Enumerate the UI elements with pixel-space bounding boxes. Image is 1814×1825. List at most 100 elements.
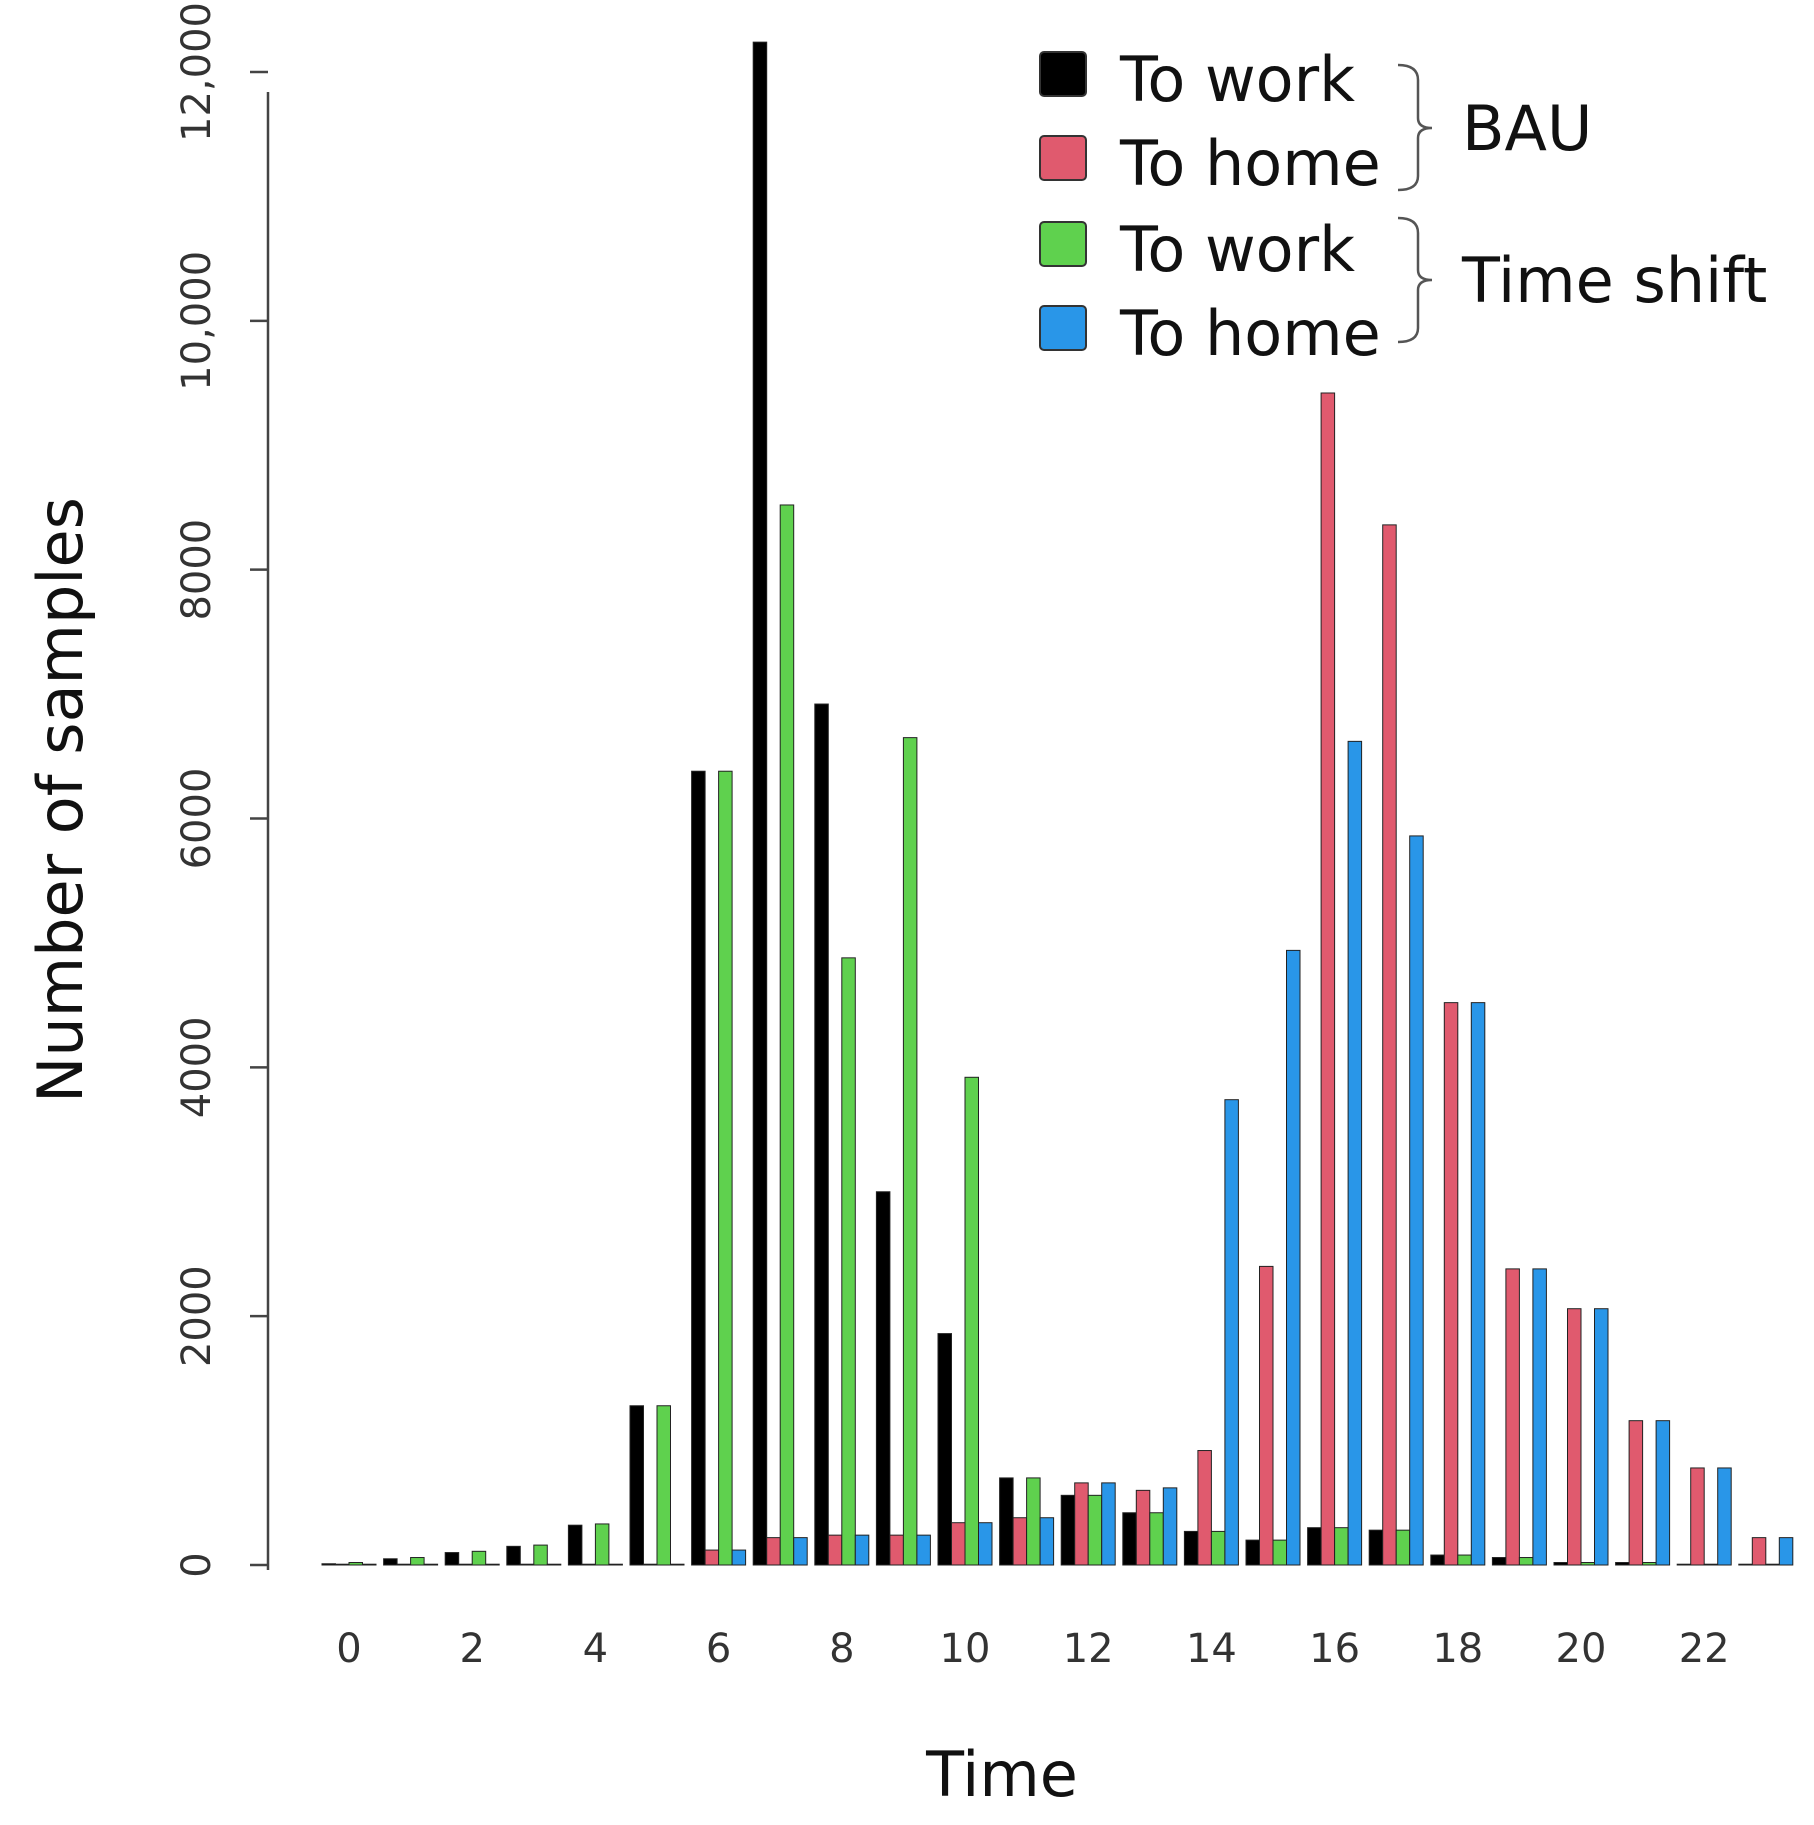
bar-bau-to-work-18 xyxy=(1430,1554,1445,1566)
x-tick-label: 14 xyxy=(1186,1626,1237,1672)
bar-timeshift-to-home-19 xyxy=(1532,1268,1547,1566)
bar-bau-to-work-5 xyxy=(629,1405,644,1566)
bar-bau-to-work-8 xyxy=(814,703,829,1566)
x-tick-label: 2 xyxy=(459,1626,484,1672)
bar-bau-to-home-3 xyxy=(519,1563,535,1566)
bar-timeshift-to-home-8 xyxy=(854,1534,870,1566)
bar-bau-to-home-8 xyxy=(827,1534,843,1566)
bar-bau-to-work-19 xyxy=(1491,1557,1507,1566)
legend-swatch-timeshift-to-work xyxy=(1039,221,1087,267)
bar-bau-to-home-14 xyxy=(1197,1450,1212,1566)
bar-bau-to-work-17 xyxy=(1368,1529,1384,1566)
x-tick-label: 0 xyxy=(336,1626,361,1672)
bar-timeshift-to-work-7 xyxy=(779,504,795,1566)
bar-bau-to-work-2 xyxy=(444,1552,460,1566)
bar-timeshift-to-work-11 xyxy=(1026,1477,1041,1566)
bar-timeshift-to-work-3 xyxy=(533,1544,548,1566)
bar-timeshift-to-home-2 xyxy=(485,1563,500,1566)
bar-bau-to-home-21 xyxy=(1628,1420,1644,1566)
bar-timeshift-to-home-3 xyxy=(546,1563,562,1566)
bar-bau-to-home-9 xyxy=(889,1534,904,1566)
legend-label-timeshift-to-work: To work xyxy=(1119,213,1355,286)
bar-bau-to-work-23 xyxy=(1738,1563,1753,1566)
bar-bau-to-work-14 xyxy=(1183,1530,1199,1566)
bar-bau-to-home-20 xyxy=(1567,1308,1582,1566)
bar-bau-to-home-18 xyxy=(1443,1002,1459,1566)
bar-timeshift-to-home-20 xyxy=(1594,1308,1609,1566)
bar-bau-to-home-23 xyxy=(1751,1537,1767,1566)
legend-swatch-bau-to-work xyxy=(1039,51,1087,97)
bar-timeshift-to-home-9 xyxy=(916,1534,931,1566)
bar-bau-to-home-12 xyxy=(1074,1482,1089,1566)
bar-timeshift-to-home-17 xyxy=(1409,835,1424,1566)
bar-timeshift-to-work-8 xyxy=(841,957,856,1566)
bar-timeshift-to-work-1 xyxy=(410,1557,425,1566)
legend-group-label-time-shift: Time shift xyxy=(1461,244,1767,317)
x-tick-label: 10 xyxy=(940,1626,991,1672)
y-tick-label: 0 xyxy=(174,1552,220,1577)
bar-timeshift-to-home-0 xyxy=(362,1563,377,1566)
bar-bau-to-work-9 xyxy=(875,1191,891,1566)
y-tick-label: 8000 xyxy=(174,519,220,621)
bar-timeshift-to-home-7 xyxy=(793,1537,808,1566)
x-tick-label: 20 xyxy=(1556,1626,1607,1672)
bar-bau-to-home-0 xyxy=(335,1563,350,1566)
bar-bau-to-work-16 xyxy=(1307,1527,1322,1566)
bar-bau-to-home-7 xyxy=(766,1537,781,1566)
bar-timeshift-to-work-17 xyxy=(1395,1529,1411,1566)
bar-timeshift-to-work-6 xyxy=(718,770,733,1566)
y-tick-label: 2000 xyxy=(174,1265,220,1367)
legend-bracket-bau xyxy=(1397,63,1433,192)
bar-timeshift-to-home-12 xyxy=(1101,1482,1116,1566)
bar-timeshift-to-home-18 xyxy=(1470,1002,1486,1566)
y-tick-label: 12,000 xyxy=(174,2,220,142)
bar-timeshift-to-home-6 xyxy=(731,1549,747,1566)
legend-swatch-timeshift-to-home xyxy=(1039,305,1087,351)
bar-bau-to-home-6 xyxy=(704,1549,720,1566)
bar-bau-to-home-5 xyxy=(643,1563,658,1566)
x-tick-label: 4 xyxy=(583,1626,608,1672)
bar-timeshift-to-work-0 xyxy=(348,1562,363,1566)
bar-timeshift-to-work-14 xyxy=(1210,1530,1226,1566)
legend-group-label-bau: BAU xyxy=(1462,92,1592,165)
bar-bau-to-work-3 xyxy=(506,1545,521,1566)
bar-bau-to-work-20 xyxy=(1553,1562,1568,1566)
bar-timeshift-to-work-20 xyxy=(1580,1562,1595,1566)
bar-timeshift-to-work-13 xyxy=(1149,1512,1164,1566)
y-tick-label: 4000 xyxy=(174,1016,220,1118)
bar-bau-to-work-11 xyxy=(999,1477,1014,1566)
bar-bau-to-home-16 xyxy=(1320,392,1336,1566)
bar-bau-to-work-21 xyxy=(1615,1562,1630,1566)
bar-bau-to-home-4 xyxy=(581,1563,596,1566)
bar-bau-to-home-19 xyxy=(1505,1268,1520,1566)
bar-bau-to-work-1 xyxy=(383,1558,398,1566)
bar-bau-to-work-6 xyxy=(691,770,706,1566)
bar-bau-to-work-12 xyxy=(1060,1494,1076,1566)
bar-timeshift-to-home-22 xyxy=(1717,1467,1732,1566)
bar-bau-to-work-10 xyxy=(937,1333,952,1566)
bar-timeshift-to-work-4 xyxy=(594,1523,610,1566)
bar-timeshift-to-work-19 xyxy=(1518,1557,1534,1566)
bar-timeshift-to-work-18 xyxy=(1457,1554,1472,1566)
bar-timeshift-to-work-10 xyxy=(964,1076,979,1566)
y-ticks: 0 2000 4000 6000 8000 10,000 12,000 xyxy=(174,2,268,1578)
bar-bau-to-home-2 xyxy=(458,1563,473,1566)
bar-timeshift-to-home-14 xyxy=(1224,1099,1239,1566)
bar-timeshift-to-work-16 xyxy=(1334,1527,1349,1566)
bar-timeshift-to-home-21 xyxy=(1655,1420,1671,1566)
bar-timeshift-to-work-21 xyxy=(1642,1562,1657,1566)
legend-swatch-bau-to-home xyxy=(1039,135,1087,181)
bar-timeshift-to-work-22 xyxy=(1703,1563,1719,1566)
bar-bau-to-work-0 xyxy=(321,1563,336,1566)
bar-timeshift-to-home-16 xyxy=(1347,740,1363,1566)
bar-bau-to-work-7 xyxy=(752,41,768,1566)
x-tick-label: 6 xyxy=(706,1626,731,1672)
bar-timeshift-to-home-4 xyxy=(608,1563,623,1566)
bar-timeshift-to-work-9 xyxy=(902,737,918,1566)
bar-timeshift-to-work-2 xyxy=(471,1550,487,1566)
bar-timeshift-to-work-15 xyxy=(1272,1539,1287,1566)
bar-timeshift-to-work-5 xyxy=(656,1405,671,1566)
bar-bau-to-home-13 xyxy=(1135,1489,1151,1566)
bar-timeshift-to-home-13 xyxy=(1162,1487,1178,1566)
